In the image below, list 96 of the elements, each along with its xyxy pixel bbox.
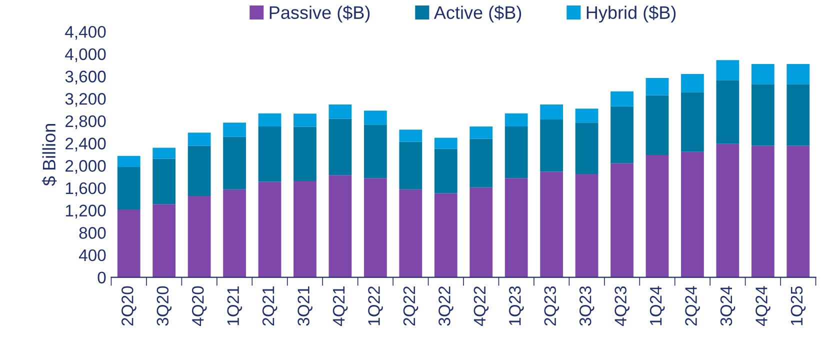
bar [223, 136, 246, 190]
bar [786, 64, 810, 84]
bar [470, 126, 493, 139]
y-axis-title: $ Billion [42, 124, 57, 186]
y-tick-label: 3,200 [65, 93, 106, 107]
x-tick-label: 3Q20 [156, 286, 172, 326]
y-tick-label: 2,800 [66, 115, 106, 130]
bar [399, 189, 422, 278]
x-tick-label: 4Q21 [332, 286, 348, 326]
bar [294, 114, 316, 127]
y-tick-label: 800 [79, 227, 106, 239]
bar [188, 146, 211, 196]
bar [258, 182, 282, 278]
bar [716, 144, 740, 278]
x-tick-label: 3Q22 [438, 286, 454, 326]
bar [152, 204, 176, 278]
x-tick-label: 4Q23 [614, 286, 630, 326]
x-tick-label: 2Q20 [122, 286, 136, 326]
bar [434, 193, 458, 278]
x-tick-label: 1Q25 [790, 286, 806, 326]
bar [610, 91, 634, 106]
x-tick-label: 1Q23 [509, 286, 524, 326]
bar [575, 122, 598, 174]
x-tick-label: 4Q22 [474, 286, 489, 326]
bar [434, 148, 458, 194]
x-tick-label: 2Q22 [403, 286, 418, 326]
bar [646, 78, 669, 96]
bar [364, 124, 387, 178]
x-tick-label: 3Q23 [579, 286, 594, 326]
bar [751, 64, 774, 84]
bar [294, 180, 316, 278]
legend-label: Active ($B) [434, 5, 522, 23]
bar [470, 138, 493, 188]
x-tick-label: 4Q20 [192, 286, 207, 326]
bar [681, 92, 704, 152]
bar [504, 126, 528, 178]
x-tick-label: 1Q21 [227, 286, 242, 326]
bar [716, 60, 740, 80]
bar [716, 80, 740, 144]
y-tick-label: 2,000 [66, 160, 106, 174]
bar [364, 178, 387, 278]
bar [223, 122, 246, 137]
bar [223, 189, 246, 278]
bar [399, 142, 422, 190]
bar [504, 113, 528, 127]
bar [364, 110, 387, 125]
bar [610, 106, 634, 164]
bar [575, 174, 598, 278]
bar [328, 104, 352, 119]
bar [258, 126, 282, 182]
y-tick-label: 1,200 [66, 204, 106, 218]
bar [540, 120, 564, 172]
bar [646, 155, 669, 278]
bar [152, 148, 176, 159]
x-tick-label: 3Q21 [298, 286, 312, 326]
bar [751, 84, 774, 146]
y-tick-label: 3,600 [65, 70, 106, 84]
bar [681, 152, 704, 278]
bar [504, 178, 528, 278]
y-tick-label: 0 [98, 272, 106, 284]
bar [540, 172, 564, 278]
bar [399, 130, 422, 142]
bar [751, 146, 774, 278]
y-tick-label: 4,400 [65, 26, 106, 40]
bar [117, 156, 140, 168]
y-tick-label: 400 [78, 249, 106, 262]
bar [540, 104, 564, 120]
y-tick-label: 2,400 [66, 138, 106, 152]
bar [152, 158, 176, 204]
legend-label: Passive ($B) [270, 5, 370, 23]
bar [434, 138, 458, 149]
bar [258, 113, 282, 127]
x-tick-label: 4Q24 [756, 286, 770, 326]
x-tick-label: 1Q24 [650, 286, 665, 326]
bar [188, 196, 211, 278]
x-tick-label: 1Q22 [368, 286, 383, 326]
bar [681, 74, 704, 92]
bar [786, 84, 810, 146]
bar [328, 175, 352, 278]
bar [117, 167, 140, 210]
x-tick-label: 3Q24 [720, 286, 736, 326]
x-tick-label: 2Q21 [262, 286, 278, 326]
bar [294, 126, 316, 181]
y-tick-label: 1,600 [66, 182, 106, 196]
y-tick-label: 4,000 [65, 48, 106, 62]
bar [470, 187, 493, 278]
bar [575, 108, 598, 123]
bar [117, 209, 140, 278]
x-tick-label: 2Q23 [544, 286, 560, 326]
bar [610, 163, 634, 278]
x-tick-label: 2Q24 [685, 286, 700, 326]
bar [188, 132, 211, 146]
bar [786, 146, 810, 278]
legend-label: Hybrid ($B) [586, 5, 676, 23]
bar [328, 118, 352, 176]
bar [646, 95, 669, 155]
